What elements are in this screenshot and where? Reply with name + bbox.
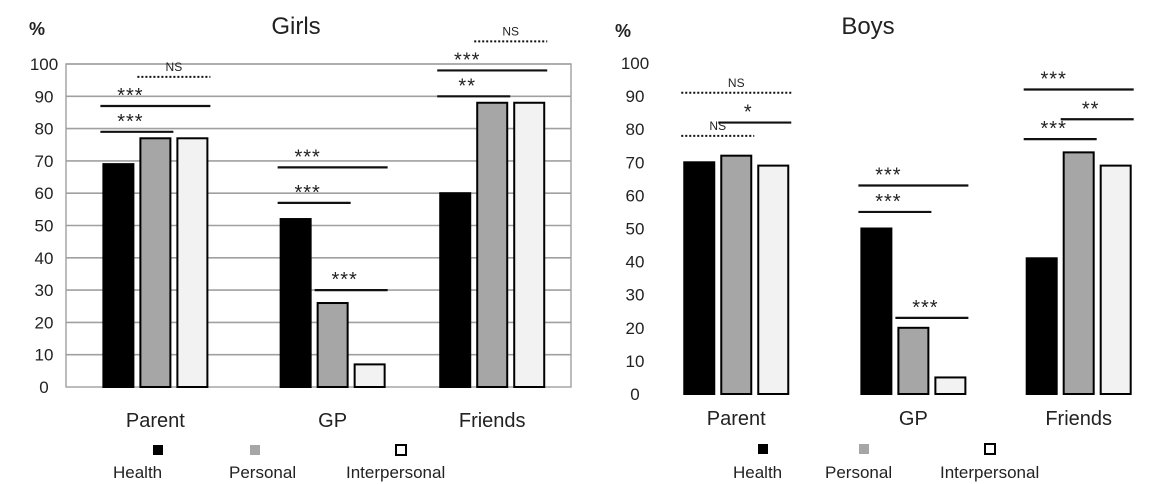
significance-label: *** xyxy=(117,111,143,133)
significance-label: *** xyxy=(875,191,901,213)
category-label: Friends xyxy=(1045,408,1112,430)
legend-label: Health xyxy=(733,463,782,482)
y-tick-label: 40 xyxy=(35,249,54,268)
category-label: GP xyxy=(899,408,928,430)
significance-label: *** xyxy=(454,49,480,71)
chart-title: Boys xyxy=(841,13,894,40)
legend-swatch xyxy=(395,444,407,456)
y-tick-label: 10 xyxy=(626,352,645,371)
significance-label: *** xyxy=(294,146,320,168)
y-tick-label: 90 xyxy=(626,87,645,106)
y-tick-label: 30 xyxy=(35,281,54,300)
y-tick-label: 100 xyxy=(621,54,649,73)
bar-gp-health xyxy=(860,227,893,395)
legend-swatch xyxy=(859,444,869,454)
y-tick-label: 30 xyxy=(626,286,645,305)
y-tick-label: 60 xyxy=(626,186,645,205)
bar-parent-interpersonal xyxy=(176,137,209,388)
bar-parent-interpersonal xyxy=(757,164,790,395)
bar-friends-personal xyxy=(476,101,509,388)
y-tick-label: 60 xyxy=(35,184,54,203)
y-tick-label: 100 xyxy=(30,55,58,74)
significance-label: *** xyxy=(294,182,320,204)
significance-label: *** xyxy=(1041,118,1067,140)
bar-parent-health xyxy=(683,161,716,395)
legend-swatch xyxy=(758,444,768,454)
chart-boys: Boys% 0 10 20 30 40 50 60 70 80 90 100 Parent GP Frien… xyxy=(615,13,1134,482)
bar-friends-health xyxy=(1025,257,1058,396)
bar-gp-interpersonal xyxy=(353,363,386,389)
y-tick-label: 40 xyxy=(626,253,645,272)
y-tick-label: 0 xyxy=(630,385,639,404)
legend-label: Interpersonal xyxy=(940,463,1039,482)
legend-swatch xyxy=(984,443,996,455)
significance-label: ** xyxy=(458,75,476,97)
y-tick-label: 80 xyxy=(626,120,645,139)
significance-label: *** xyxy=(1041,68,1067,90)
y-axis-unit-label: % xyxy=(615,21,631,41)
y-tick-label: 90 xyxy=(35,87,54,106)
significance-label: NS xyxy=(709,119,726,133)
legend-swatch xyxy=(250,445,260,455)
significance-label: NS xyxy=(728,76,745,90)
category-label: GP xyxy=(318,410,347,432)
bar-gp-personal xyxy=(897,326,930,395)
category-label: Friends xyxy=(459,410,526,432)
bar-parent-personal xyxy=(720,154,753,395)
y-axis-unit-label: % xyxy=(29,19,45,39)
significance-label: NS xyxy=(166,60,183,74)
significance-label: *** xyxy=(331,269,357,291)
y-tick-label: 20 xyxy=(35,313,54,332)
bar-parent-health xyxy=(102,163,135,388)
bar-friends-health xyxy=(439,192,472,388)
y-tick-label: 10 xyxy=(35,346,54,365)
y-tick-label: 80 xyxy=(35,120,54,139)
y-tick-label: 50 xyxy=(626,220,645,239)
legend-label: Personal xyxy=(825,463,892,482)
significance-label: * xyxy=(744,102,753,124)
bar-gp-health xyxy=(279,218,312,388)
y-tick-label: 70 xyxy=(35,152,54,171)
legend-label: Health xyxy=(113,463,162,482)
category-label: Parent xyxy=(707,408,766,430)
bar-gp-personal xyxy=(316,302,349,388)
significance-label: *** xyxy=(912,297,938,319)
bar-friends-interpersonal xyxy=(513,101,546,388)
legend-swatch xyxy=(153,445,163,455)
y-tick-label: 50 xyxy=(35,217,54,236)
chart-girls: Girls% 0 10 20 30 40 50 60 70 80 90 100 Parent GP Frie… xyxy=(29,13,572,482)
bar-friends-personal xyxy=(1062,151,1095,395)
significance-label: *** xyxy=(875,164,901,186)
significance-label: *** xyxy=(117,85,143,107)
legend-label: Personal xyxy=(229,463,296,482)
bar-friends-interpersonal xyxy=(1099,164,1132,395)
chart-title: Girls xyxy=(271,13,320,40)
y-tick-label: 70 xyxy=(626,153,645,172)
significance-label: ** xyxy=(1082,98,1100,120)
category-label: Parent xyxy=(126,410,185,432)
legend-label: Interpersonal xyxy=(346,463,445,482)
bar-parent-personal xyxy=(139,137,172,388)
bar-gp-interpersonal xyxy=(934,376,967,396)
y-tick-label: 0 xyxy=(39,378,48,397)
significance-label: NS xyxy=(502,24,519,38)
y-tick-label: 20 xyxy=(626,319,645,338)
